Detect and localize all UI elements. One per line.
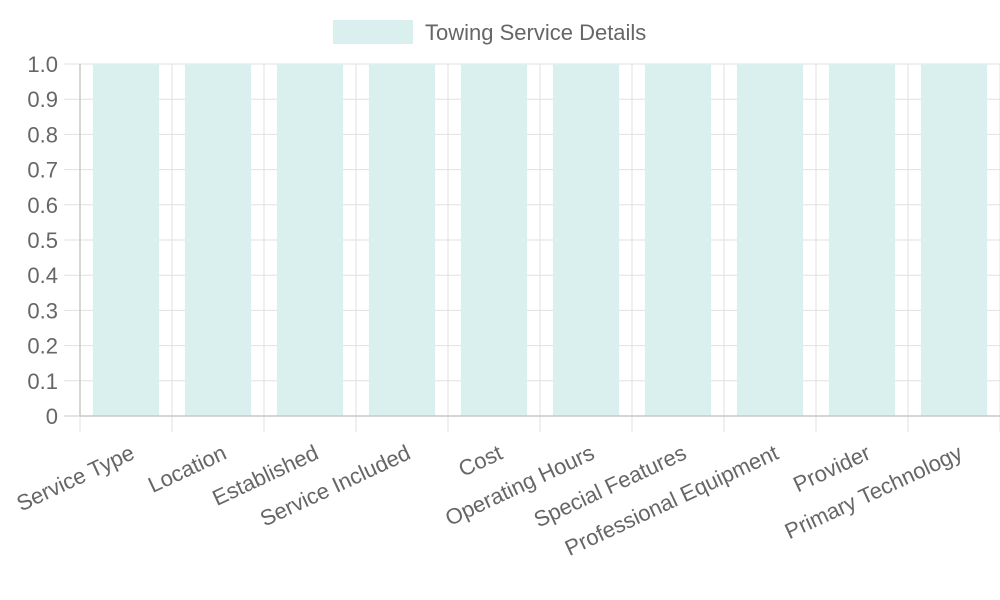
chart-legend[interactable]: Towing Service Details	[333, 20, 646, 45]
bar[interactable]	[736, 64, 804, 416]
y-tick-label: 0.8	[27, 122, 58, 147]
y-tick-label: 0.6	[27, 193, 58, 218]
bar[interactable]	[552, 64, 620, 416]
legend-swatch	[333, 20, 413, 44]
bar[interactable]	[920, 64, 988, 416]
y-tick-label: 0.3	[27, 298, 58, 323]
bars-group	[92, 64, 988, 416]
legend-label: Towing Service Details	[425, 20, 646, 45]
bar[interactable]	[276, 64, 344, 416]
y-tick-label: 0.9	[27, 87, 58, 112]
bar[interactable]	[460, 64, 528, 416]
x-tick-label: Service Type	[13, 440, 138, 516]
y-tick-label: 1.0	[27, 52, 58, 77]
axes	[79, 64, 1000, 417]
bar[interactable]	[92, 64, 160, 416]
bar[interactable]	[184, 64, 252, 416]
y-tick-label: 0.1	[27, 369, 58, 394]
bar[interactable]	[828, 64, 896, 416]
x-tick-label: Cost	[455, 440, 507, 482]
y-axis-tick-labels: 0 0.1 0.2 0.3 0.4 0.5 0.6 0.7 0.8 0.9 1.0	[27, 52, 58, 429]
y-tick-label: 0.7	[27, 158, 58, 183]
bar[interactable]	[644, 64, 712, 416]
y-tick-label: 0.2	[27, 334, 58, 359]
y-tick-label: 0	[46, 404, 58, 429]
bar[interactable]	[368, 64, 436, 416]
y-tick-label: 0.5	[27, 228, 58, 253]
y-tick-label: 0.4	[27, 263, 58, 288]
